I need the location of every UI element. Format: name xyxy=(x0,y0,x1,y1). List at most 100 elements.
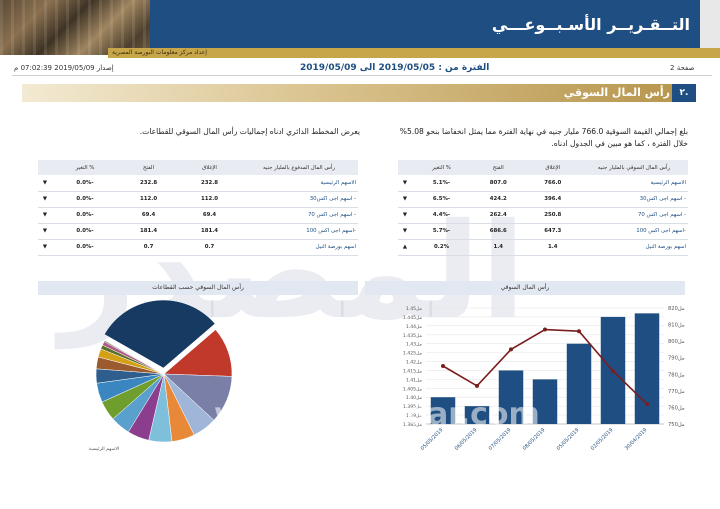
triangle-down-icon: ▼ xyxy=(398,191,412,208)
cell-close: 647.3 xyxy=(525,223,580,240)
bar xyxy=(634,313,660,424)
left-axis-tick: 1.415مل xyxy=(403,368,423,374)
cell-open: 232.8 xyxy=(118,175,180,192)
triangle-down-icon: ▼ xyxy=(38,191,52,208)
cell-name: -اسهم اجى اكس 100 xyxy=(580,223,688,240)
cell-close: 766.0 xyxy=(525,175,580,192)
pie-slice xyxy=(104,300,216,369)
cell-change: -6.5% xyxy=(412,191,472,208)
line-point xyxy=(475,383,479,388)
combo-chart-caption: رأس المال السوقي xyxy=(365,281,685,295)
col-arrow xyxy=(398,160,412,175)
line-point xyxy=(577,329,581,334)
cell-close: 1.4 xyxy=(525,239,580,256)
cell-open: 181.4 xyxy=(118,223,180,240)
bar xyxy=(430,397,456,424)
cell-open: 686.6 xyxy=(471,223,526,240)
table-row: -اسهم اجى اكس 100 181.4 181.4 -0.0% ▼ xyxy=(38,223,358,240)
cell-change: -0.0% xyxy=(52,223,119,240)
triangle-down-icon: ▼ xyxy=(398,175,412,192)
cell-open: 112.0 xyxy=(118,191,180,208)
cell-name: اسهم بورصة النيل xyxy=(580,239,688,256)
table-row: اسهم بورصة النيل 1.4 1.4 0.2% ▲ xyxy=(398,239,688,256)
left-axis-tick: 1.42مل xyxy=(406,360,423,366)
cell-name: الاسهم الرئيسية xyxy=(580,175,688,192)
cell-change: -4.4% xyxy=(412,207,472,224)
cell-change: -0.0% xyxy=(52,175,119,192)
sector-pie-chart: الاسهم الرئيسية xyxy=(89,300,233,452)
line-point xyxy=(611,368,615,373)
market-cap-summary: بلغ إجمالي القيمة السوقية 766.0 مليار جن… xyxy=(399,127,688,148)
cell-close: 396.4 xyxy=(525,191,580,208)
col-close: الإغلاق xyxy=(525,160,580,175)
table-row: - اسهم اجى اكس 70 250.8 262.4 -4.4% ▼ xyxy=(398,207,688,224)
table-row: -اسهم اجى اكس 100 647.3 686.6 -5.7% ▼ xyxy=(398,223,688,240)
cell-open: 262.4 xyxy=(471,207,526,224)
table-header-row: رأس المال السوقي بالمليار جنيه الإغلاق ا… xyxy=(398,160,688,175)
col-name: رأس المال المدفوع بالمليار جنيه xyxy=(240,160,358,175)
cell-change: -5.7% xyxy=(412,223,472,240)
cell-close: 69.4 xyxy=(179,207,240,224)
col-close: الإغلاق xyxy=(179,160,240,175)
left-axis-tick: 1.395مل xyxy=(403,404,423,410)
issue-timestamp: إصدار 2019/05/09 07:02:39 م xyxy=(14,64,114,72)
triangle-down-icon: ▼ xyxy=(398,207,412,224)
header-divider xyxy=(12,75,712,76)
section-title: رأس المال السوقي xyxy=(563,86,670,99)
col-open: الفتح xyxy=(471,160,526,175)
table-row: اسهم بورصة النيل 0.7 0.7 -0.0% ▼ xyxy=(38,239,358,256)
triangle-down-icon: ▼ xyxy=(38,239,52,256)
bar xyxy=(498,370,524,424)
section-bar xyxy=(22,84,696,102)
cell-name: الاسهم الرئيسية xyxy=(240,175,358,192)
subtitle-bar xyxy=(108,48,720,58)
col-change: % التغير xyxy=(412,160,472,175)
cell-close: 0.7 xyxy=(179,239,240,256)
right-axis-tick: مل760 xyxy=(668,405,685,411)
pie-chart-caption: رأس المال السوقي حسب القطاعات xyxy=(38,281,358,295)
pie-slice xyxy=(104,339,165,375)
cell-name: - اسهم اجى اكس30 xyxy=(240,191,358,208)
pie-intro: يعرض المخطط الدائري ادناه إجماليات رأس ا… xyxy=(139,127,360,136)
header-photo xyxy=(0,0,150,55)
cell-change: -0.0% xyxy=(52,207,119,224)
cell-name: -اسهم اجى اكس 100 xyxy=(240,223,358,240)
table-row: الاسهم الرئيسية 232.8 232.8 -0.0% ▼ xyxy=(38,175,358,192)
left-axis-tick: 1.435مل xyxy=(403,333,423,339)
cell-close: 232.8 xyxy=(179,175,240,192)
left-axis-tick: 1.43مل xyxy=(406,342,423,348)
col-arrow xyxy=(38,160,52,175)
pie-legend-label: الاسهم الرئيسية xyxy=(89,447,119,452)
left-axis-tick: 1.445مل xyxy=(403,315,423,321)
right-axis-tick: مل810 xyxy=(668,323,685,329)
subtitle-text: إعداد مركز معلومات البورصة المصرية xyxy=(112,49,207,56)
cell-change: -0.0% xyxy=(52,239,119,256)
line-point xyxy=(441,364,445,368)
bar xyxy=(464,406,490,424)
x-tick-label: 05/05/2019 xyxy=(556,427,581,452)
triangle-up-icon: ▲ xyxy=(398,239,412,256)
market-cap-table: رأس المال السوقي بالمليار جنيه الإغلاق ا… xyxy=(398,160,688,256)
cell-change: -5.1% xyxy=(412,175,472,192)
cell-close: 112.0 xyxy=(179,191,240,208)
left-axis-tick: 1.40مل xyxy=(406,395,423,401)
cell-name: - اسهم اجى اكس 70 xyxy=(240,207,358,224)
left-axis-tick: 1.385مل xyxy=(403,422,423,428)
bar xyxy=(532,379,558,424)
line-point xyxy=(645,402,649,407)
cell-change: -0.0% xyxy=(52,191,119,208)
paid-cap-table: رأس المال المدفوع بالمليار جنيه الإغلاق … xyxy=(38,160,358,256)
table-header-row: رأس المال المدفوع بالمليار جنيه الإغلاق … xyxy=(38,160,358,175)
page-number: صفحة 2 xyxy=(670,64,695,72)
left-axis-tick: 1.425مل xyxy=(403,351,423,357)
left-axis-tick: 1.45مل xyxy=(406,306,423,312)
cell-open: 69.4 xyxy=(118,207,180,224)
x-tick-label: 30/04/2019 xyxy=(624,427,649,452)
cell-open: 807.0 xyxy=(471,175,526,192)
right-axis-tick: مل780 xyxy=(668,372,685,378)
right-axis-tick: مل800 xyxy=(668,339,685,345)
left-axis-tick: 1.41مل xyxy=(406,377,423,383)
left-axis-tick: 1.44مل xyxy=(406,324,423,330)
x-tick-label: 02/05/2019 xyxy=(590,427,615,452)
